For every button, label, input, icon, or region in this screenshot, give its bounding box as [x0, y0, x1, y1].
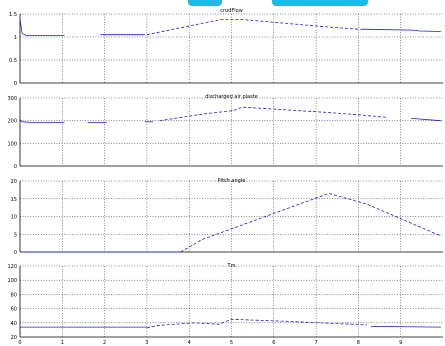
panel-title: crudFlow [220, 8, 243, 14]
y-tick-label: 15 [11, 197, 17, 203]
x-tick-label: 1 [61, 340, 64, 346]
y-tick-label: 300 [7, 96, 17, 102]
series-line-segment [146, 19, 359, 36]
chart-panel-4: Tm204060801001200123456789 [7, 263, 443, 346]
y-tick-label: 40 [11, 321, 17, 327]
series-line-segment [19, 18, 65, 36]
chart-panel-1: crudFlow 0 0.5 1 1.5 [9, 8, 443, 87]
series-line-segment [180, 192, 442, 253]
series-line-segment [159, 106, 386, 122]
x-tick-label: 4 [188, 340, 191, 346]
y-tick-label: 10 [11, 215, 17, 221]
panel-title: discharged air plaste [205, 94, 258, 100]
chart-panel-3: Pitch angle05101520 [11, 178, 443, 256]
chart-panel-2: discharged air plaste 0 100 200 300 [7, 94, 443, 170]
y-tick-label: 5 [14, 232, 17, 238]
y-tick-label: 1.5 [9, 12, 17, 18]
x-tick-label: 8 [357, 340, 360, 346]
y-tick-label: 120 [7, 264, 17, 270]
top-decoration-right [272, 0, 368, 6]
y-tick-label: 0.5 [9, 58, 17, 64]
y-tick-label: 20 [11, 335, 17, 341]
series-line-segment [146, 318, 367, 329]
y-tick-label: 0 [14, 250, 17, 256]
series-line-segment [371, 326, 441, 328]
y-tick-label: 0 [14, 81, 17, 87]
x-tick-label: 0 [18, 340, 21, 346]
series-line-segment [360, 28, 441, 32]
x-tick-label: 2 [103, 340, 106, 346]
y-tick-label: 100 [7, 278, 17, 284]
series-line-segment [19, 119, 65, 123]
y-tick-label: 100 [7, 141, 17, 147]
x-tick-label: 5 [230, 340, 233, 346]
y-tick-label: 20 [11, 179, 17, 185]
y-tick-label: 1 [14, 35, 17, 41]
y-tick-label: 0 [14, 164, 17, 170]
x-tick-label: 9 [399, 340, 402, 346]
y-tick-label: 200 [7, 119, 17, 125]
x-tick-label: 7 [315, 340, 318, 346]
x-tick-label: 3 [145, 340, 148, 346]
series-line-segment [411, 118, 441, 122]
top-decoration-left [188, 0, 222, 6]
x-tick-label: 6 [272, 340, 275, 346]
y-tick-label: 60 [11, 307, 17, 313]
y-tick-label: 80 [11, 292, 17, 298]
